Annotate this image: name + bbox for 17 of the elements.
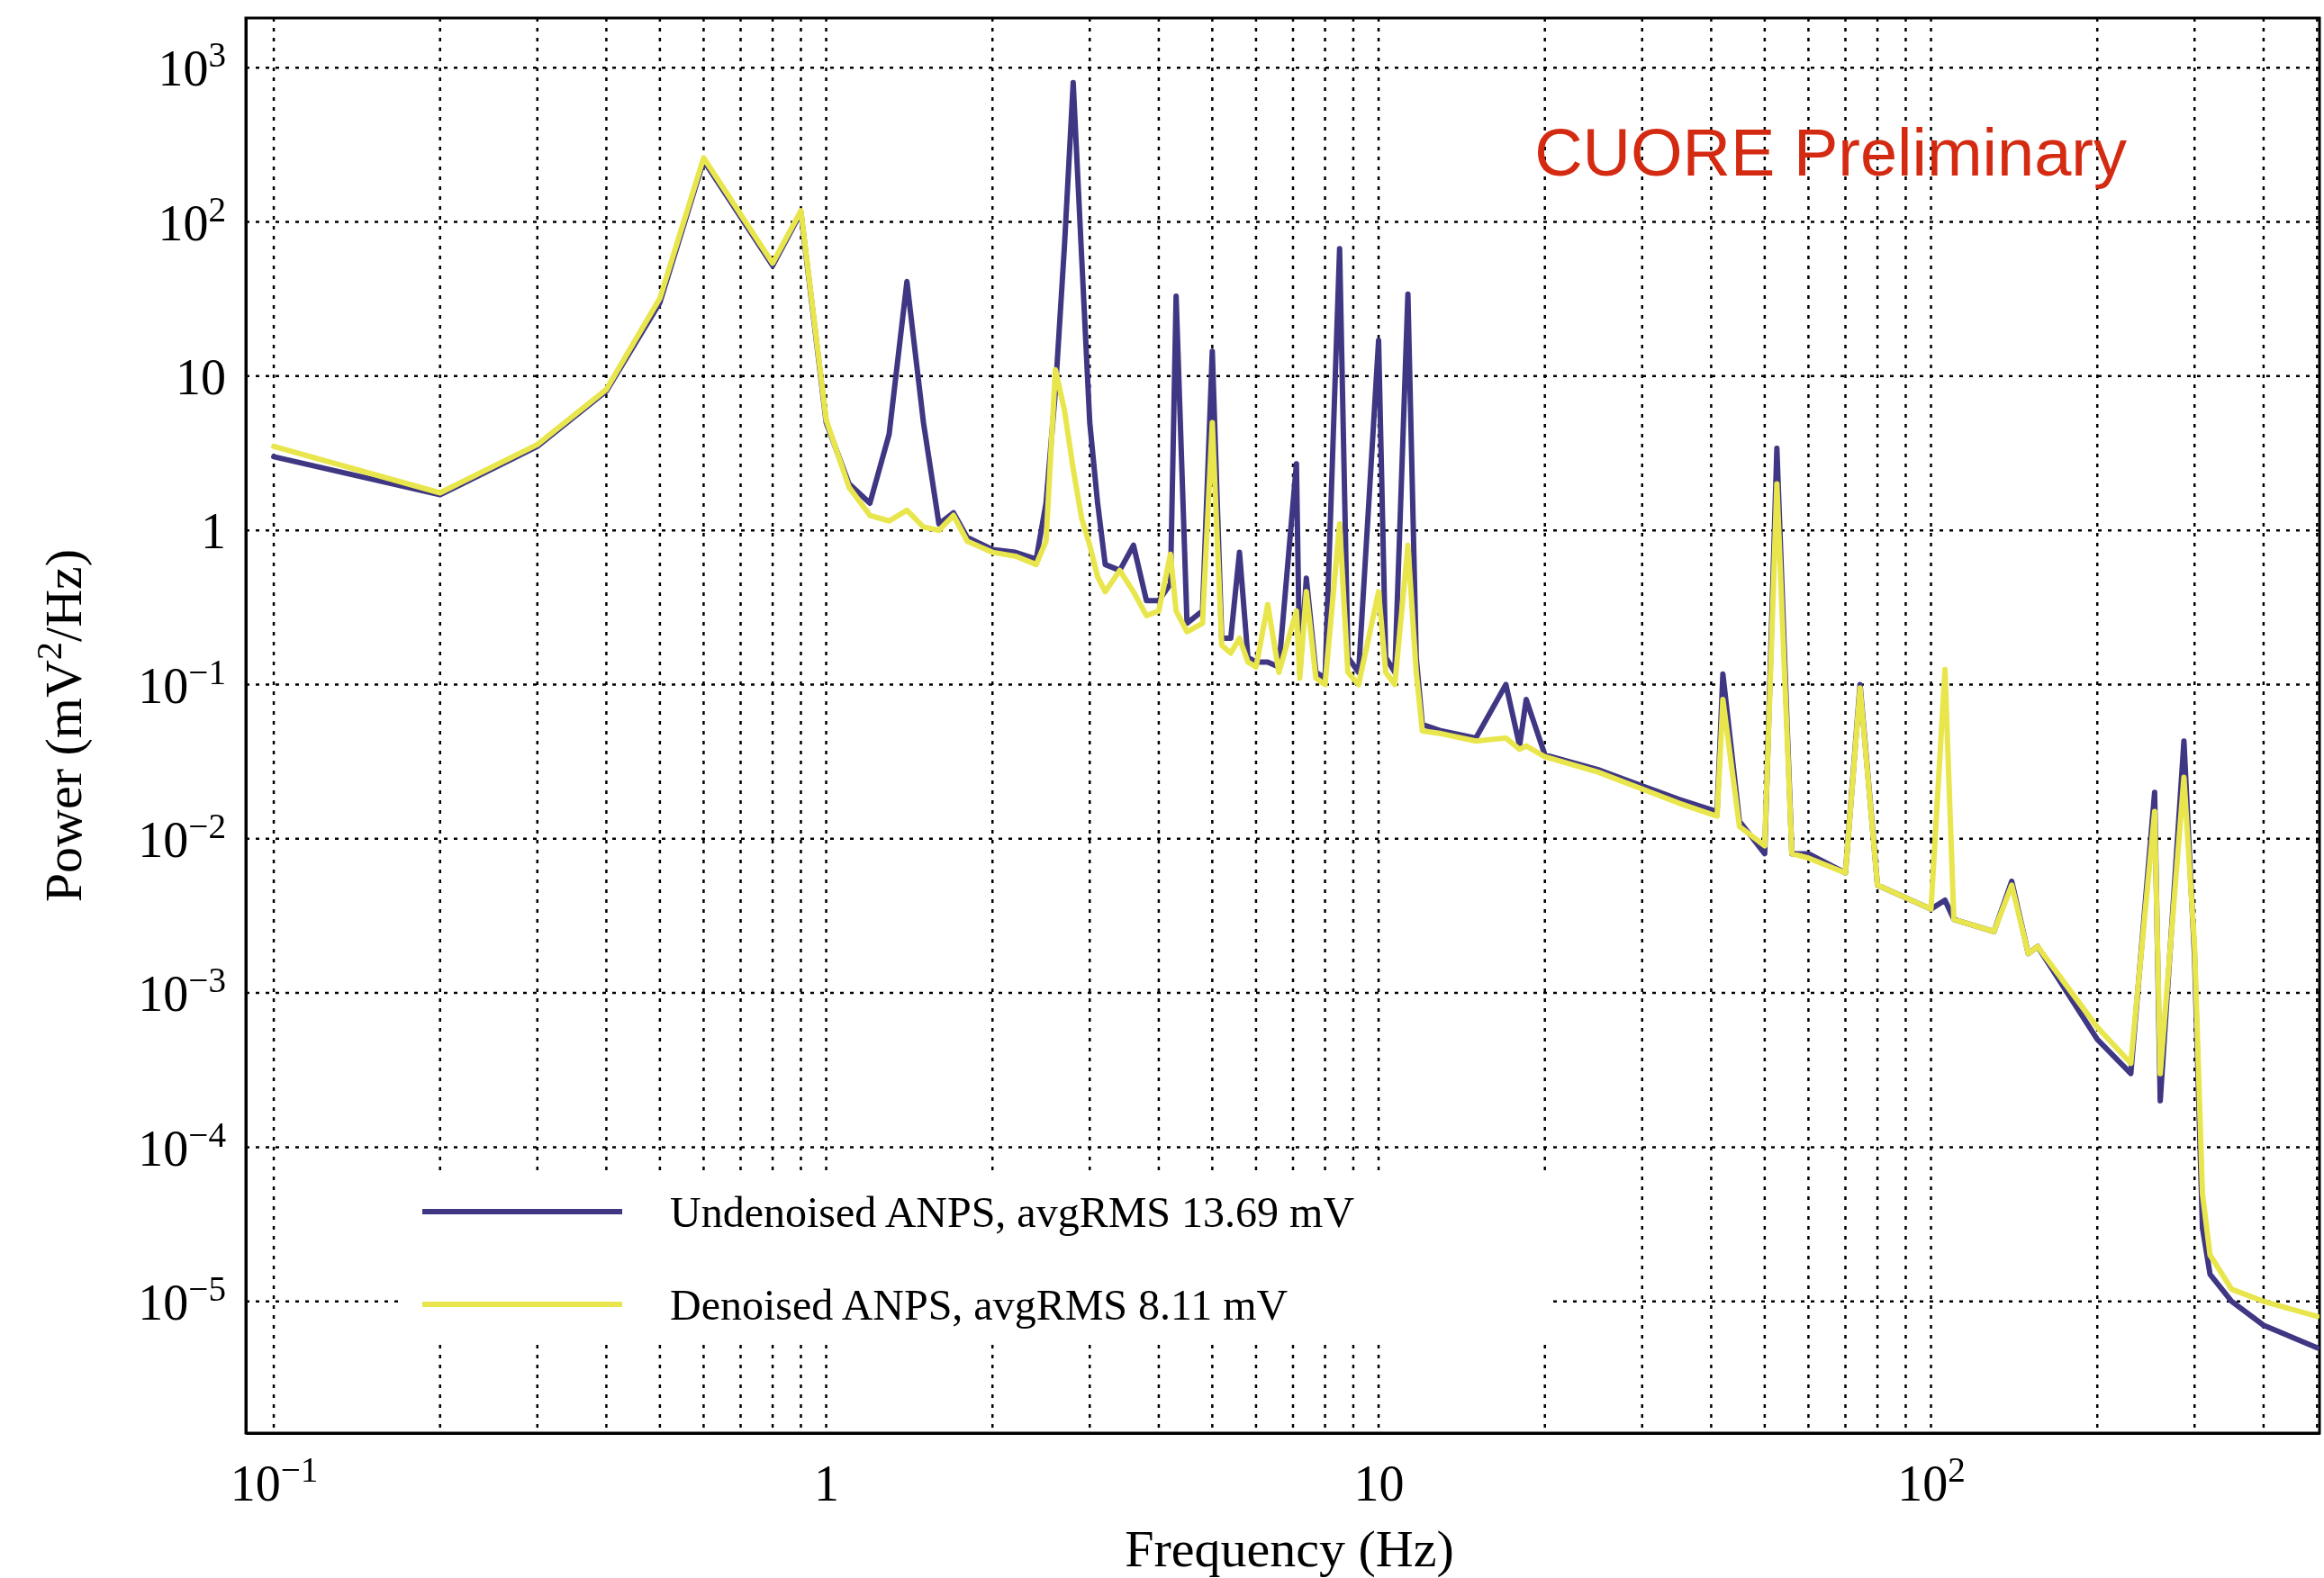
y-tick-label: 10: [176, 348, 226, 405]
x-tick-label: 10$^{2}$: [1897, 1449, 1966, 1511]
y-tick-label: 10$^{2}$: [158, 189, 226, 251]
x-tick-label: 1: [814, 1455, 840, 1511]
y-tick-label: 10$^{−1}$: [138, 652, 226, 714]
y-tick-label: 10$^{3}$: [158, 34, 226, 97]
y-tick-label: 1: [201, 503, 226, 560]
legend-label: Undenoised ANPS, avgRMS 13.69 mV: [670, 1187, 1355, 1236]
legend-label: Denoised ANPS, avgRMS 8.11 mV: [670, 1280, 1289, 1329]
x-tick-label: 10$^{−1}$: [230, 1449, 319, 1511]
y-tick-label: 10$^{−4}$: [138, 1114, 226, 1177]
y-tick-label: 10$^{−5}$: [138, 1268, 226, 1330]
y-tick-label: 10$^{−3}$: [138, 960, 226, 1023]
annotation: CUORE Preliminary: [1534, 115, 2127, 190]
x-axis-title: Frequency (Hz): [1125, 1519, 1454, 1578]
y-tick-label: 10$^{−2}$: [138, 806, 226, 868]
x-tick-label: 10: [1353, 1455, 1405, 1511]
